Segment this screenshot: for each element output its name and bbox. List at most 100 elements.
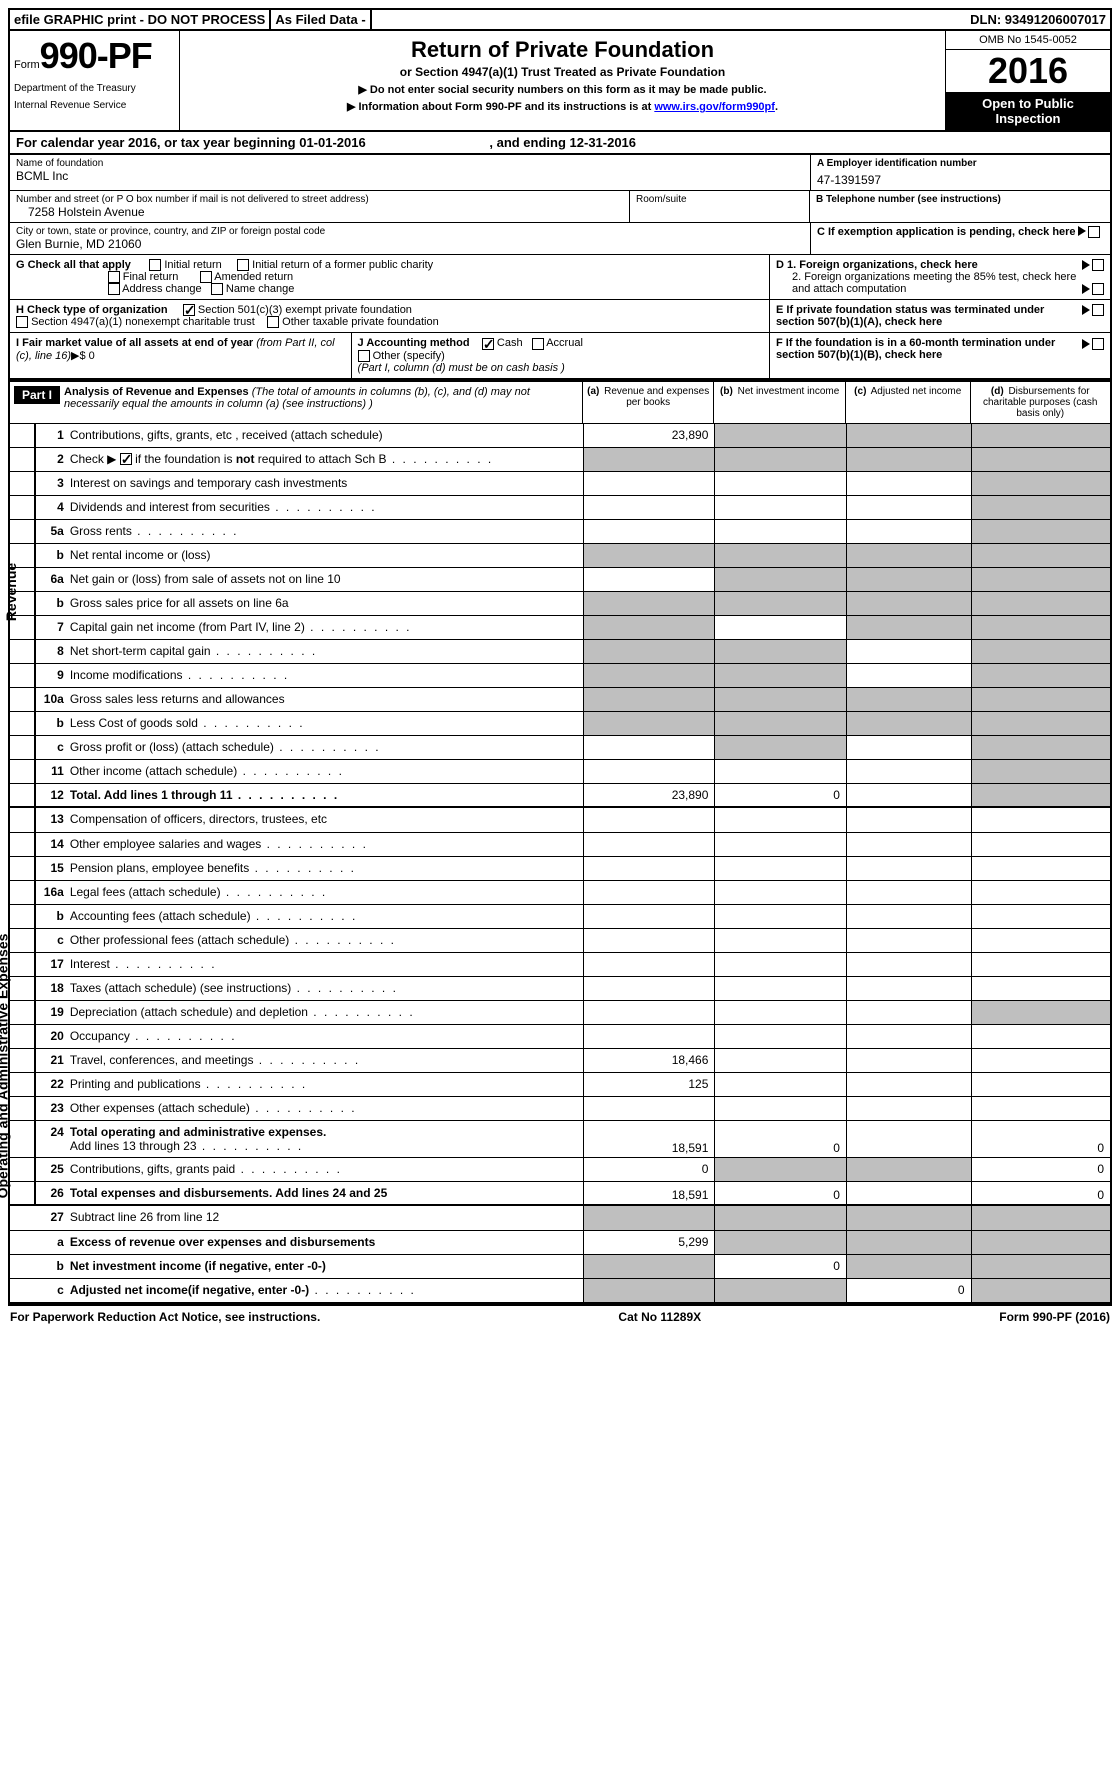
- line-desc: Total. Add lines 1 through 11: [70, 784, 583, 806]
- line-desc: Depreciation (attach schedule) and deple…: [70, 1001, 583, 1024]
- line-desc: Occupancy: [70, 1025, 583, 1048]
- g-final-return-cb[interactable]: [108, 271, 120, 283]
- line-desc: Capital gain net income (from Part IV, l…: [70, 616, 583, 639]
- arrow-icon: [1082, 260, 1090, 270]
- line-num: b: [36, 712, 70, 735]
- val-a: 5,299: [583, 1231, 715, 1254]
- g-amended-cb[interactable]: [200, 271, 212, 283]
- line-num: b: [36, 1255, 70, 1278]
- city-row: City or town, state or province, country…: [8, 223, 1112, 255]
- line-num: 25: [36, 1158, 70, 1181]
- efile-notice: efile GRAPHIC print - DO NOT PROCESS: [10, 10, 271, 29]
- line-desc: Legal fees (attach schedule): [70, 881, 583, 904]
- h-501c3-cb[interactable]: [183, 304, 195, 316]
- line-num: 18: [36, 977, 70, 1000]
- g-name-change-cb[interactable]: [211, 283, 223, 295]
- ein-label: A Employer identification number: [817, 158, 977, 169]
- city-label: City or town, state or province, country…: [16, 226, 804, 237]
- form-ref-b: 990-PF: [1033, 1310, 1072, 1324]
- val-a: 125: [583, 1073, 715, 1096]
- g-amended: Amended return: [214, 271, 293, 283]
- j-accrual: Accrual: [546, 337, 583, 349]
- j-other-cb[interactable]: [358, 350, 370, 362]
- line-desc: Other income (attach schedule): [70, 760, 583, 783]
- line-desc: Subtract line 26 from line 12: [70, 1206, 583, 1230]
- d2-label: 2. Foreign organizations meeting the 85%…: [776, 271, 1080, 295]
- address-row: Number and street (or P O box number if …: [8, 191, 1112, 223]
- line-num: b: [36, 905, 70, 928]
- e-checkbox[interactable]: [1092, 304, 1104, 316]
- calendar-year-row: For calendar year 2016, or tax year begi…: [8, 132, 1112, 155]
- val-d: 0: [971, 1182, 1111, 1204]
- c-exemption-label: C If exemption application is pending, c…: [817, 226, 1076, 251]
- val-d: 0: [971, 1121, 1111, 1157]
- line-desc: Net investment income (if negative, ente…: [70, 1255, 583, 1278]
- g-address-change-cb[interactable]: [108, 283, 120, 295]
- line-desc: Net rental income or (loss): [70, 544, 583, 567]
- dln: DLN: 93491206007017: [966, 10, 1110, 29]
- g-former-public-cb[interactable]: [237, 259, 249, 271]
- h-4947: Section 4947(a)(1) nonexempt charitable …: [31, 316, 255, 328]
- page-footer: For Paperwork Reduction Act Notice, see …: [8, 1304, 1112, 1328]
- line-num: 3: [36, 472, 70, 495]
- line-desc: Contributions, gifts, grants, etc , rece…: [70, 424, 583, 447]
- j-other: Other (specify): [373, 350, 445, 362]
- val-b: 0: [714, 1255, 846, 1278]
- line-desc: Other employee salaries and wages: [70, 833, 583, 856]
- form-ref-c: (2016): [1072, 1310, 1110, 1324]
- g-name-change: Name change: [226, 283, 295, 295]
- form-note1: ▶ Do not enter social security numbers o…: [184, 83, 941, 96]
- form-note2b: .: [775, 101, 778, 113]
- f-checkbox[interactable]: [1092, 338, 1104, 350]
- col-a-hdr: Revenue and expenses per books: [604, 386, 709, 408]
- part1-grid: Revenue 1 Contributions, gifts, grants, …: [8, 423, 1112, 1304]
- g-former-public: Initial return of a former public charit…: [252, 259, 433, 271]
- g-row: G Check all that apply Initial return In…: [8, 255, 1112, 300]
- line-num: 7: [36, 616, 70, 639]
- j-cash-cb[interactable]: [482, 338, 494, 350]
- h-other-cb[interactable]: [267, 316, 279, 328]
- line-desc: Accounting fees (attach schedule): [70, 905, 583, 928]
- line-num: 9: [36, 664, 70, 687]
- h-4947-cb[interactable]: [16, 316, 28, 328]
- val-a: 23,890: [583, 424, 715, 447]
- line-num: 20: [36, 1025, 70, 1048]
- treasury-dept: Department of the Treasury: [14, 83, 175, 94]
- j-cash: Cash: [497, 337, 523, 349]
- irs-link[interactable]: www.irs.gov/form990pf: [654, 101, 775, 113]
- top-bar: efile GRAPHIC print - DO NOT PROCESS As …: [8, 8, 1112, 31]
- line-num: 2: [36, 448, 70, 471]
- h-label: H Check type of organization: [16, 304, 168, 316]
- name-row: Name of foundation BCML Inc A Employer i…: [8, 155, 1112, 191]
- form-subtitle: or Section 4947(a)(1) Trust Treated as P…: [184, 65, 941, 79]
- c-checkbox[interactable]: [1088, 226, 1100, 238]
- line-num: 4: [36, 496, 70, 519]
- val-a: 18,591: [583, 1121, 715, 1157]
- line-desc: Net short-term capital gain: [70, 640, 583, 663]
- line-desc: Total operating and administrative expen…: [70, 1121, 583, 1157]
- e-label: E If private foundation status was termi…: [776, 304, 1080, 328]
- d2-checkbox[interactable]: [1092, 283, 1104, 295]
- line-desc: Travel, conferences, and meetings: [70, 1049, 583, 1072]
- val-a: 23,890: [583, 784, 715, 806]
- address-label: Number and street (or P O box number if …: [16, 194, 623, 205]
- g-initial-return: Initial return: [164, 259, 221, 271]
- d1-checkbox[interactable]: [1092, 259, 1104, 271]
- line-desc: Net gain or (loss) from sale of assets n…: [70, 568, 583, 591]
- as-filed-data: As Filed Data -: [271, 10, 371, 29]
- val-a: 18,466: [583, 1049, 715, 1072]
- line-num: a: [36, 1231, 70, 1254]
- part1-badge: Part I: [14, 386, 60, 404]
- line-desc: Other expenses (attach schedule): [70, 1097, 583, 1120]
- line-num: c: [36, 929, 70, 952]
- expenses-side-label: Operating and Administrative Expenses: [0, 933, 10, 1198]
- line-desc: Adjusted net income(if negative, enter -…: [70, 1279, 583, 1302]
- schB-checkbox[interactable]: [120, 453, 132, 465]
- g-initial-return-cb[interactable]: [149, 259, 161, 271]
- form-ref-a: Form: [999, 1310, 1032, 1324]
- line-num: c: [36, 736, 70, 759]
- form-number: 990-PF: [40, 35, 152, 76]
- foundation-name: BCML Inc: [16, 169, 804, 183]
- j-accrual-cb[interactable]: [532, 338, 544, 350]
- title-block: Form990-PF Department of the Treasury In…: [8, 31, 1112, 132]
